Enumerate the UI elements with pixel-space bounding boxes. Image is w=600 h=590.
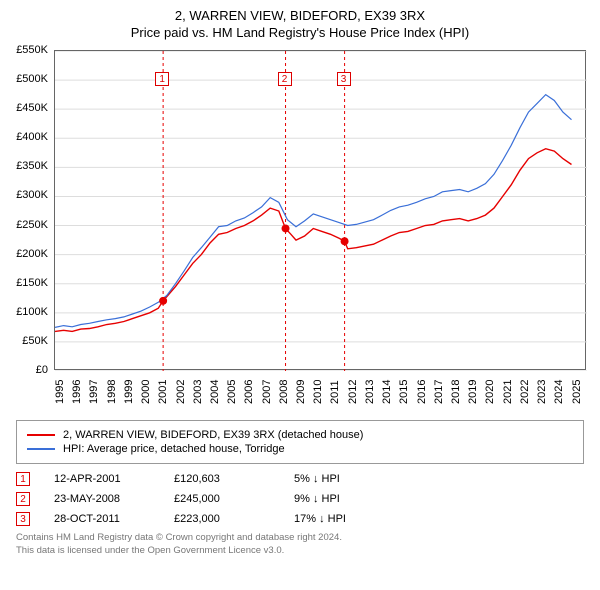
sale-date: 23-MAY-2008	[54, 493, 174, 505]
y-tick-label: £0	[36, 364, 48, 376]
y-tick-label: £250K	[16, 219, 48, 231]
legend: 2, WARREN VIEW, BIDEFORD, EX39 3RX (deta…	[16, 420, 584, 464]
y-tick-label: £200K	[16, 248, 48, 260]
sale-price: £223,000	[174, 513, 294, 525]
x-tick-label: 2004	[209, 380, 213, 404]
sale-row: 1 12-APR-2001£120,6035% ↓ HPI	[16, 472, 584, 486]
x-tick-label: 2009	[295, 380, 299, 404]
x-tick-label: 1998	[106, 380, 110, 404]
x-tick-label: 2010	[312, 380, 316, 404]
plot-svg	[55, 51, 587, 371]
y-tick-label: £300K	[16, 189, 48, 201]
plot-region	[54, 50, 586, 370]
legend-item: 2, WARREN VIEW, BIDEFORD, EX39 3RX (deta…	[27, 429, 573, 441]
footer-line-2: This data is licensed under the Open Gov…	[16, 545, 584, 558]
x-tick-label: 1997	[88, 380, 92, 404]
y-tick-label: £450K	[16, 102, 48, 114]
sale-price: £245,000	[174, 493, 294, 505]
y-tick-label: £400K	[16, 131, 48, 143]
x-tick-label: 2015	[398, 380, 402, 404]
y-tick-label: £150K	[16, 277, 48, 289]
y-tick-label: £350K	[16, 160, 48, 172]
sale-marker-badge: 1	[155, 72, 169, 86]
x-tick-label: 2017	[433, 380, 437, 404]
chart-subtitle: Price paid vs. HM Land Registry's House …	[8, 25, 592, 40]
sale-hpi-delta: 9% ↓ HPI	[294, 493, 414, 505]
x-tick-label: 2003	[192, 380, 196, 404]
sale-date: 28-OCT-2011	[54, 513, 174, 525]
y-tick-label: £500K	[16, 73, 48, 85]
y-tick-label: £550K	[16, 44, 48, 56]
x-tick-label: 2008	[278, 380, 282, 404]
x-tick-label: 2007	[261, 380, 265, 404]
footer-attribution: Contains HM Land Registry data © Crown c…	[16, 532, 584, 558]
legend-label: 2, WARREN VIEW, BIDEFORD, EX39 3RX (deta…	[63, 429, 363, 441]
x-tick-label: 2013	[364, 380, 368, 404]
x-tick-label: 2006	[243, 380, 247, 404]
x-tick-label: 1999	[123, 380, 127, 404]
x-tick-label: 2025	[571, 380, 575, 404]
x-tick-label: 2005	[226, 380, 230, 404]
x-tick-label: 2012	[347, 380, 351, 404]
x-tick-label: 1995	[54, 380, 58, 404]
legend-swatch	[27, 434, 55, 436]
sale-price: £120,603	[174, 473, 294, 485]
x-tick-label: 1996	[71, 380, 75, 404]
x-tick-label: 2020	[484, 380, 488, 404]
legend-swatch	[27, 448, 55, 450]
sale-marker-number: 1	[16, 472, 30, 486]
x-tick-label: 2022	[519, 380, 523, 404]
sale-row: 2 23-MAY-2008£245,0009% ↓ HPI	[16, 492, 584, 506]
y-tick-label: £50K	[22, 335, 48, 347]
sale-marker-badge: 3	[337, 72, 351, 86]
x-tick-label: 2014	[381, 380, 385, 404]
x-tick-label: 2011	[329, 380, 333, 404]
sale-row: 3 28-OCT-2011£223,00017% ↓ HPI	[16, 512, 584, 526]
x-tick-label: 2023	[536, 380, 540, 404]
chart-title: 2, WARREN VIEW, BIDEFORD, EX39 3RX	[8, 8, 592, 23]
chart-container: 2, WARREN VIEW, BIDEFORD, EX39 3RX Price…	[0, 0, 600, 566]
x-tick-label: 2021	[502, 380, 506, 404]
x-tick-label: 2019	[467, 380, 471, 404]
sale-hpi-delta: 17% ↓ HPI	[294, 513, 414, 525]
x-tick-label: 2001	[157, 380, 161, 404]
sale-marker-number: 2	[16, 492, 30, 506]
x-tick-label: 2024	[553, 380, 557, 404]
sale-marker-badge: 2	[278, 72, 292, 86]
x-tick-label: 2016	[416, 380, 420, 404]
legend-label: HPI: Average price, detached house, Torr…	[63, 443, 285, 455]
chart-area: £0 £50K £100K £150K £200K £250K £300K £350K £400…	[8, 46, 592, 406]
sales-table: 1 12-APR-2001£120,6035% ↓ HPI 2 23-MAY-2008…	[16, 472, 584, 526]
legend-item: HPI: Average price, detached house, Torr…	[27, 443, 573, 455]
y-tick-label: £100K	[16, 306, 48, 318]
sale-hpi-delta: 5% ↓ HPI	[294, 473, 414, 485]
footer-line-1: Contains HM Land Registry data © Crown c…	[16, 532, 584, 545]
sale-marker-number: 3	[16, 512, 30, 526]
sale-date: 12-APR-2001	[54, 473, 174, 485]
x-tick-label: 2018	[450, 380, 454, 404]
x-tick-label: 2000	[140, 380, 144, 404]
x-tick-label: 2002	[175, 380, 179, 404]
